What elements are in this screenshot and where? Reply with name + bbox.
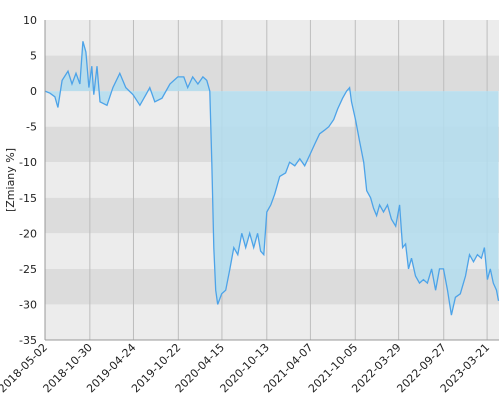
grid-band bbox=[45, 20, 499, 56]
y-tick-label: -35 bbox=[19, 334, 37, 347]
y-tick-label: -30 bbox=[19, 298, 37, 311]
y-tick-label: -5 bbox=[26, 121, 37, 134]
y-tick-label: -10 bbox=[19, 156, 37, 169]
line bbox=[44, 41, 500, 316]
y-tick-label: 5 bbox=[30, 50, 37, 63]
y-tick-label: -25 bbox=[19, 263, 37, 276]
area bbox=[45, 41, 499, 316]
y-axis-label: [Zmiany %] bbox=[4, 148, 17, 212]
y-tick-label: -20 bbox=[19, 227, 37, 240]
grid-band bbox=[45, 304, 499, 340]
grid-band bbox=[45, 268, 499, 305]
y-tick-label: -15 bbox=[19, 192, 37, 205]
y-tick-label: 10 bbox=[23, 14, 37, 27]
y-tick-label: 0 bbox=[30, 85, 37, 98]
